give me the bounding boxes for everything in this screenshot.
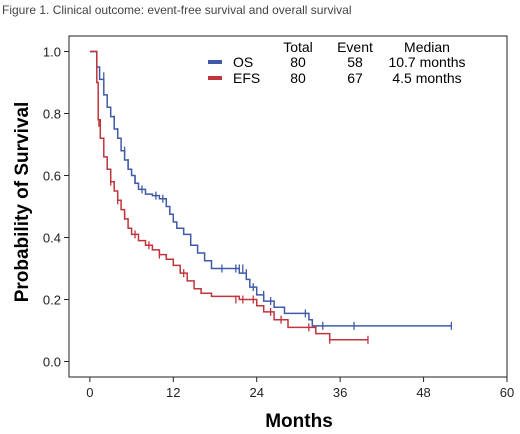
- efs-legend-median: 4.5 months: [392, 70, 461, 86]
- x-tick-label: 12: [166, 385, 180, 400]
- y-tick-label: 0.2: [43, 293, 61, 308]
- x-tick-label: 48: [416, 385, 430, 400]
- efs-step-line: [89, 50, 368, 341]
- legend-header-median: Median: [404, 39, 450, 55]
- x-axis-title: Months: [265, 411, 333, 432]
- os-legend-events: 58: [347, 54, 363, 70]
- figure-caption: Figure 1. Clinical outcome: event-free s…: [2, 3, 352, 17]
- legend-header-total: Total: [283, 39, 313, 55]
- legend-header-event: Event: [337, 39, 373, 55]
- axes: 0 12 24 36 48 60 0.0 0.2 0.4 0.6 0.8 1.0: [43, 45, 514, 401]
- x-tick-label: 36: [333, 385, 347, 400]
- os-legend-total: 80: [290, 54, 306, 70]
- y-tick-label: 0.4: [43, 231, 61, 246]
- y-tick-label: 0.0: [43, 355, 61, 370]
- y-axis-title: Probability of Survival: [12, 102, 33, 303]
- y-tick-label: 1.0: [43, 45, 61, 60]
- efs-legend-events: 67: [347, 70, 363, 86]
- x-tick-label: 60: [500, 385, 514, 400]
- y-tick-label: 0.8: [43, 107, 61, 122]
- legend: Total Event Median OS 80 58 10.7 months EFS 80 67…: [208, 39, 466, 86]
- x-tick-label: 0: [86, 385, 93, 400]
- x-tick-label: 24: [249, 385, 263, 400]
- efs-legend-name: EFS: [233, 70, 260, 86]
- efs-legend-total: 80: [290, 70, 306, 86]
- os-legend-name: OS: [233, 54, 253, 70]
- series-layer: [89, 50, 453, 344]
- y-tick-label: 0.6: [43, 169, 61, 184]
- os-legend-median: 10.7 months: [388, 54, 465, 70]
